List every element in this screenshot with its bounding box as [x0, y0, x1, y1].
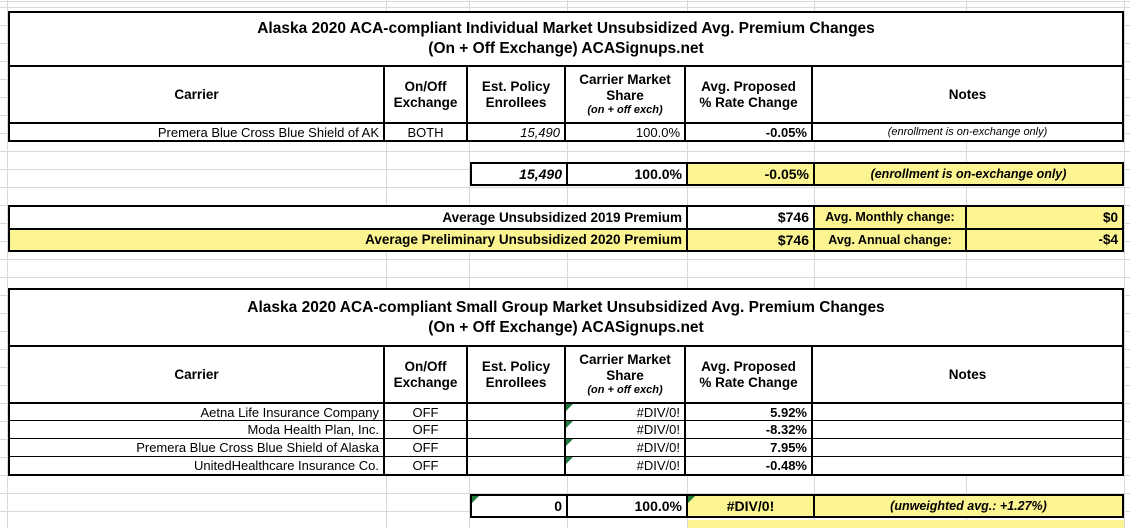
cell-notes — [813, 439, 1122, 456]
header-rate-change: Avg. Proposed % Rate Change — [686, 67, 813, 122]
header-enrollees: Est. Policy Enrollees — [468, 347, 566, 402]
annual-change-value: -$4 — [967, 229, 1122, 250]
average-premium-summary: Average Unsubsidized 2019 Premium $746 A… — [8, 205, 1124, 252]
cell-enrollees — [468, 439, 566, 456]
individual-market-totals-row: 15,490 100.0% -0.05% (enrollment is on-e… — [470, 162, 1124, 186]
error-indicator-icon — [688, 496, 695, 503]
partial-highlight-row — [688, 520, 1124, 528]
monthly-change-label: Avg. Monthly change: — [815, 207, 967, 228]
table-row: Premera Blue Cross Blue Shield of Alaska… — [10, 438, 1122, 456]
header-notes: Notes — [948, 366, 987, 382]
cell-enrollees: 15,490 — [468, 124, 566, 140]
cell-enrollees — [468, 421, 566, 438]
header-exchange: On/Off Exchange — [385, 67, 468, 122]
error-indicator-icon — [566, 457, 573, 464]
cell-carrier: Aetna Life Insurance Company — [10, 404, 385, 420]
table-title-line1: Alaska 2020 ACA-compliant Individual Mar… — [257, 20, 875, 37]
table-row: UnitedHealthcare Insurance Co. OFF #DIV/… — [10, 456, 1122, 474]
header-market-share-main: Carrier Market Share — [579, 352, 671, 383]
total-enrollees: 0 — [472, 496, 568, 516]
cell-carrier: Premera Blue Cross Blue Shield of AK — [10, 124, 385, 140]
header-carrier: Carrier — [10, 347, 385, 402]
cell-rate-change: 7.95% — [686, 439, 813, 456]
header-rate-change: Avg. Proposed % Rate Change — [686, 347, 813, 402]
total-notes: (enrollment is on-exchange only) — [815, 164, 1122, 184]
cell-exchange: OFF — [385, 457, 468, 474]
header-market-share-sub: (on + off exch) — [587, 104, 663, 116]
summary-value-2019: $746 — [688, 207, 815, 228]
small-group-totals-row: 0 100.0% #DIV/0! (unweighted avg.: +1.27… — [470, 494, 1124, 518]
total-enrollees: 15,490 — [472, 164, 568, 184]
header-notes: Notes — [948, 86, 987, 102]
cell-carrier: Premera Blue Cross Blue Shield of Alaska — [10, 439, 385, 456]
table-title-line2: (On + Off Exchange) ACASignups.net — [428, 40, 704, 57]
total-rate-change: -0.05% — [688, 164, 815, 184]
cell-market-share: #DIV/0! — [566, 421, 686, 438]
cell-notes — [813, 457, 1122, 474]
individual-market-table: Alaska 2020 ACA-compliant Individual Mar… — [8, 11, 1124, 142]
error-indicator-icon — [566, 404, 573, 411]
small-group-market-title: Alaska 2020 ACA-compliant Small Group Ma… — [10, 290, 1122, 345]
cell-rate-change: -0.48% — [686, 457, 813, 474]
total-rate-change: #DIV/0! — [688, 496, 815, 516]
cell-enrollees — [468, 457, 566, 474]
annual-change-label: Avg. Annual change: — [815, 229, 967, 250]
summary-row-2019: Average Unsubsidized 2019 Premium $746 A… — [10, 207, 1122, 228]
cell-rate-change: 5.92% — [686, 404, 813, 420]
cell-exchange: OFF — [385, 404, 468, 420]
header-market-share-main: Carrier Market Share — [579, 72, 671, 103]
total-market-share: 100.0% — [568, 164, 688, 184]
individual-market-header-row: Carrier On/Off Exchange Est. Policy Enro… — [10, 65, 1122, 122]
header-carrier: Carrier — [10, 67, 385, 122]
cell-carrier: Moda Health Plan, Inc. — [10, 421, 385, 438]
header-market-share-sub: (on + off exch) — [587, 384, 663, 396]
cell-market-share: #DIV/0! — [566, 404, 686, 420]
total-notes: (unweighted avg.: +1.27%) — [815, 496, 1122, 516]
cell-carrier: UnitedHealthcare Insurance Co. — [10, 457, 385, 474]
table-row: Premera Blue Cross Blue Shield of AK BOT… — [10, 122, 1122, 140]
table-title-line2: (On + Off Exchange) ACASignups.net — [428, 318, 704, 336]
cell-market-share: #DIV/0! — [566, 457, 686, 474]
summary-row-2020: Average Preliminary Unsubsidized 2020 Pr… — [10, 227, 1122, 250]
header-enrollees: Est. Policy Enrollees — [468, 67, 566, 122]
header-market-share: Carrier Market Share (on + off exch) — [566, 67, 686, 122]
individual-market-title: Alaska 2020 ACA-compliant Individual Mar… — [10, 13, 1122, 65]
small-group-header-row: Carrier On/Off Exchange Est. Policy Enro… — [10, 345, 1122, 402]
cell-exchange: OFF — [385, 439, 468, 456]
cell-notes — [813, 421, 1122, 438]
summary-label-2020: Average Preliminary Unsubsidized 2020 Pr… — [10, 229, 688, 250]
cell-market-share: 100.0% — [566, 124, 686, 140]
total-market-share: 100.0% — [568, 496, 688, 516]
cell-enrollees — [468, 404, 566, 420]
error-indicator-icon — [566, 421, 573, 428]
cell-exchange: BOTH — [385, 124, 468, 140]
table-title-line1: Alaska 2020 ACA-compliant Small Group Ma… — [247, 298, 885, 316]
table-row: Moda Health Plan, Inc. OFF #DIV/0! -8.32… — [10, 420, 1122, 438]
cell-market-share: #DIV/0! — [566, 439, 686, 456]
table-row: Aetna Life Insurance Company OFF #DIV/0!… — [10, 402, 1122, 420]
cell-rate-change: -0.05% — [686, 124, 813, 140]
cell-exchange: OFF — [385, 421, 468, 438]
monthly-change-value: $0 — [967, 207, 1122, 228]
cell-notes: (enrollment is on-exchange only) — [887, 126, 1048, 138]
summary-label-2019: Average Unsubsidized 2019 Premium — [10, 207, 688, 228]
summary-value-2020: $746 — [688, 229, 815, 250]
header-exchange: On/Off Exchange — [385, 347, 468, 402]
header-market-share: Carrier Market Share (on + off exch) — [566, 347, 686, 402]
error-indicator-icon — [566, 439, 573, 446]
error-indicator-icon — [472, 496, 479, 503]
small-group-market-table: Alaska 2020 ACA-compliant Small Group Ma… — [8, 288, 1124, 476]
cell-notes — [813, 404, 1122, 420]
cell-rate-change: -8.32% — [686, 421, 813, 438]
